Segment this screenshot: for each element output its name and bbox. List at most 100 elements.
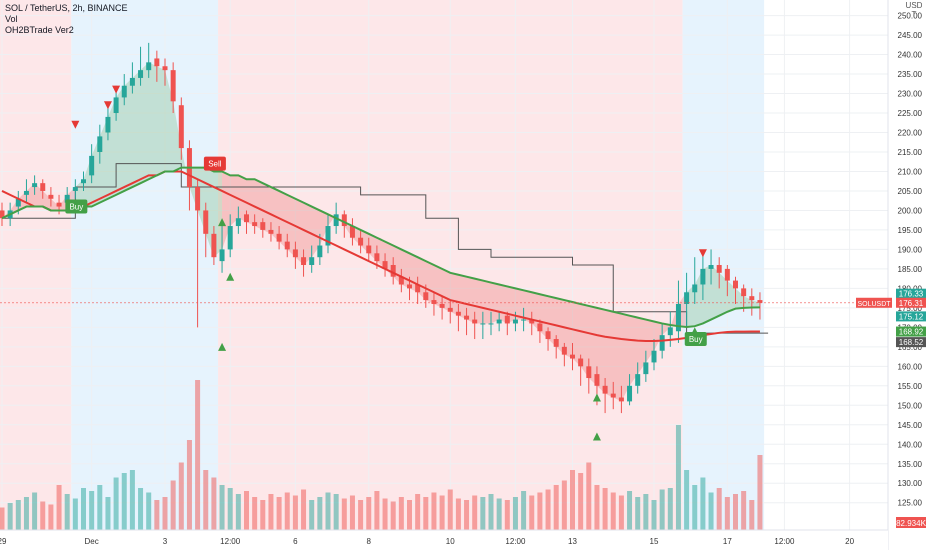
- candle-body: [211, 233, 217, 258]
- candle-body: [64, 194, 70, 203]
- time-tick-label: 17: [723, 537, 732, 546]
- volume-bar: [741, 491, 747, 530]
- signal-down-arrow: [112, 85, 121, 94]
- volume-bar: [129, 470, 135, 530]
- candle-body: [724, 268, 730, 281]
- candle-body: [431, 300, 437, 304]
- volume-bar: [162, 497, 168, 530]
- price-tick-label: 230.00: [898, 90, 923, 99]
- price-tick-label: 200.00: [898, 206, 923, 215]
- volume-bar: [32, 492, 38, 530]
- candle-body: [382, 261, 388, 269]
- candle-body: [659, 335, 665, 351]
- time-axis: [0, 530, 888, 550]
- volume-bar: [72, 498, 78, 530]
- legend-indicator[interactable]: OH2BTrade Ver2: [5, 25, 74, 35]
- candle-body: [545, 331, 551, 340]
- time-tick-label: 20: [845, 537, 854, 546]
- signal-down-arrow: [71, 120, 80, 129]
- time-tick-label: 10: [446, 537, 455, 546]
- trend-cloud: [222, 171, 687, 402]
- volume-bar: [301, 489, 307, 530]
- signal-up-arrow: [218, 342, 227, 351]
- candle-body: [23, 190, 29, 195]
- volume-bar: [252, 497, 258, 530]
- candle-body: [407, 284, 412, 289]
- candle-body: [529, 319, 535, 324]
- price-label-box: [896, 337, 926, 348]
- price-tick-label: 210.00: [898, 167, 923, 176]
- price-label-box: [896, 311, 926, 322]
- volume-bar: [292, 495, 298, 530]
- candle-body: [716, 265, 722, 273]
- volume-bar: [431, 492, 437, 530]
- volume-bar: [317, 497, 323, 530]
- candle-body: [398, 276, 404, 285]
- volume-bar: [407, 500, 412, 530]
- volume-bar: [553, 485, 559, 530]
- time-tick-label: 12:00: [774, 537, 795, 546]
- candle-body: [521, 319, 527, 321]
- candle-body: [602, 385, 608, 394]
- signal-up-arrow: [592, 393, 601, 402]
- volume-bar: [349, 495, 355, 530]
- volume-bar: [146, 492, 152, 530]
- candle-body: [284, 241, 290, 250]
- tag-label: Buy: [69, 203, 83, 212]
- candle-body: [276, 233, 282, 242]
- volume-bar: [284, 492, 290, 530]
- candle-body: [227, 226, 233, 250]
- volume-bar: [488, 494, 494, 530]
- legend-volume[interactable]: Vol: [5, 14, 18, 24]
- candle-body: [708, 265, 714, 269]
- volume-bar: [684, 470, 690, 530]
- candle-body: [447, 307, 453, 312]
- volume-bar: [81, 488, 86, 530]
- price-tick-label: 160.00: [898, 362, 923, 371]
- trend-cloud: [75, 62, 223, 258]
- price-axis: [888, 0, 932, 550]
- volume-bar: [472, 495, 478, 530]
- volume-bar: [398, 497, 404, 530]
- volume-bar: [154, 500, 160, 530]
- candle-body: [561, 346, 567, 355]
- legend-symbol[interactable]: SOL / TetherUS, 2h, BINANCE: [5, 3, 128, 13]
- candle-body: [733, 280, 738, 289]
- candle-body: [692, 284, 698, 293]
- buy-signal-tag: Buy: [684, 332, 707, 347]
- candle-body: [439, 303, 445, 308]
- price-tick-label: 190.00: [898, 245, 923, 254]
- candle-body: [170, 70, 176, 102]
- volume-bar: [708, 492, 714, 530]
- price-tick-label: 150.00: [898, 401, 923, 410]
- candle-body: [178, 105, 184, 149]
- signal-down-arrow: [698, 249, 707, 258]
- volume-bar: [48, 504, 54, 530]
- volume-bar: [480, 497, 486, 530]
- time-tick-label: 12:00: [220, 537, 241, 546]
- price-tick-label: 140.00: [898, 440, 923, 449]
- volume-bar: [464, 500, 470, 530]
- candle-body: [684, 292, 690, 304]
- candle-body: [56, 202, 62, 207]
- price-tick-label: 130.00: [898, 479, 923, 488]
- volume-bar: [7, 503, 13, 530]
- volume-bar: [716, 488, 722, 530]
- candle-body: [48, 194, 54, 199]
- volume-bar: [627, 491, 633, 530]
- volume-bar: [529, 495, 535, 530]
- volume-bar: [235, 494, 241, 530]
- volume-bar: [89, 491, 95, 530]
- volume-bar: [333, 494, 339, 530]
- time-tick-label: 6: [293, 537, 298, 546]
- candle-body: [260, 222, 266, 230]
- candle-body: [162, 66, 168, 71]
- candle-body: [40, 183, 46, 191]
- candle-body: [480, 323, 486, 325]
- candle-body: [333, 214, 339, 227]
- volume-bar: [439, 495, 445, 530]
- time-tick-label: Dec: [85, 537, 99, 546]
- volume-bar: [659, 489, 665, 530]
- candle-body: [651, 350, 657, 363]
